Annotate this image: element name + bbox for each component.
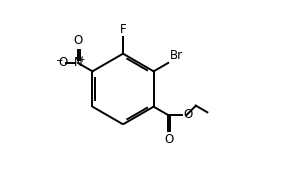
Text: F: F [120, 23, 126, 36]
Text: O: O [58, 56, 67, 69]
Text: N: N [74, 56, 82, 69]
Text: Br: Br [169, 49, 182, 62]
Text: +: + [79, 55, 85, 64]
Text: O: O [164, 133, 174, 146]
Text: O: O [184, 108, 193, 121]
Text: O: O [73, 34, 83, 47]
Text: −: − [55, 55, 63, 64]
